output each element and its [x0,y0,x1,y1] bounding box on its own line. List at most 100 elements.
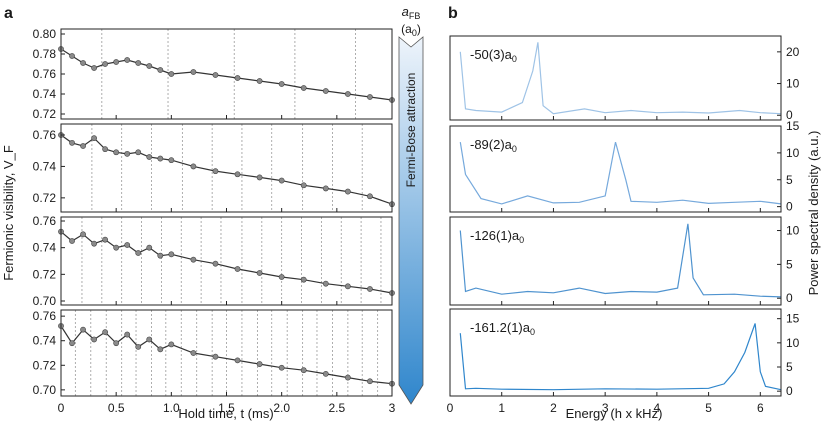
data-series [459,42,782,115]
data-point [80,231,86,238]
subplot-frame [60,28,393,120]
x-tick-label: 5 [705,401,712,415]
y-tick-label: 0.80 [33,27,57,41]
series-annotation: -161.2(1)a0 [470,320,535,337]
data-point [157,252,164,259]
y-tick-label: 0.72 [33,267,57,281]
y-tick-label: 10 [786,146,800,160]
data-point [124,331,131,338]
data-point [212,260,219,267]
data-point [278,364,285,371]
y-tick-label: 0.74 [33,87,57,101]
x-tick-label: 1 [498,401,505,415]
annotation-main: -126(1)a [470,228,520,243]
y-tick-label: 0 [786,291,793,305]
arrow-unit-sub: 0 [412,28,417,38]
data-point [135,250,142,256]
data-point [367,193,373,200]
data-point [300,85,307,91]
data-point [124,242,131,248]
panel-label-a: a [4,5,13,22]
y-tick-label: 15 [786,312,800,326]
subplot-frame [60,216,393,306]
subplot-a-2: 0.72 0.74 0.76 [33,123,395,213]
y-tick-label: 0.74 [33,159,57,173]
arrow-unit: (a0) [401,22,421,38]
y-tick-label: 10 [786,77,800,91]
data-point [344,188,351,195]
y-tick-label: 0.78 [33,47,57,61]
data-point [91,240,97,247]
x-tick-label: 1.0 [163,401,180,415]
data-point [322,185,329,192]
annotation-sub: 0 [512,54,517,64]
y-tick-label: 0 [786,200,793,214]
data-point [212,72,219,78]
data-point [300,367,307,374]
data-point [190,69,197,75]
x-tick-label: 1.5 [218,401,235,415]
data-point [69,139,75,146]
data-point [91,65,97,71]
subplot-frame [60,123,393,213]
data-point [278,177,285,184]
x-axis-label: Hold time, t (ms) [178,406,273,421]
y-tick-label: 20 [786,45,800,59]
data-point [80,60,86,66]
data-point [80,143,86,149]
arrow-title-main: a [402,4,409,19]
data-point [344,283,351,290]
y-tick-label: 0 [786,384,793,398]
data-point [146,244,153,251]
attraction-arrow [398,36,424,405]
data-point [102,329,109,336]
data-point [300,182,307,189]
data-point [168,157,175,164]
data-point [157,155,164,162]
y-tick-label: 0.76 [33,67,57,81]
y-axis-label: Fermionic visibility, V_F [1,145,16,281]
x-tick-label: 6 [757,401,764,415]
data-point [135,60,142,66]
data-point [367,286,373,292]
data-point [322,280,329,287]
y-tick-label: 5 [786,257,793,271]
data-point [322,370,329,377]
series-annotation: -89(2)a0 [470,137,517,154]
subplot-frame [449,216,782,306]
x-tick-label: 4 [654,401,661,415]
x-tick-label: 2 [550,401,557,415]
x-tick-label: 0 [447,401,454,415]
y-tick-label: 15 [786,119,800,133]
data-point [344,91,351,97]
annotation-sub: 0 [530,327,535,337]
data-point [278,81,285,87]
y-tick-label: 0.74 [33,241,57,255]
data-series [60,48,393,101]
y-tick-label: 0 [786,108,793,122]
y-tick-label: 0.72 [33,107,57,121]
data-point [146,336,153,343]
data-point [300,276,307,283]
arrow-title-sub: FB [409,11,421,21]
panel-label-b: b [448,5,458,22]
data-point [157,346,164,353]
annotation-main: -89(2)a [470,137,513,152]
arrow-unit-open: (a [401,22,412,36]
data-point [234,171,241,178]
data-point [102,61,109,67]
data-point [113,244,120,251]
arrow-group: aFB (a0) Fermi-Bose attraction [398,4,424,405]
data-point [367,378,373,385]
y-tick-label: 0.72 [33,358,57,372]
data-point [234,357,241,364]
data-point [69,53,75,59]
data-point [322,88,329,94]
data-point [212,353,219,360]
subplot-frame [449,125,782,213]
annotation-main: -50(3)a [470,47,513,62]
arrow-text: Fermi-Bose attraction [404,73,418,188]
x-tick-label: 3 [602,401,609,415]
